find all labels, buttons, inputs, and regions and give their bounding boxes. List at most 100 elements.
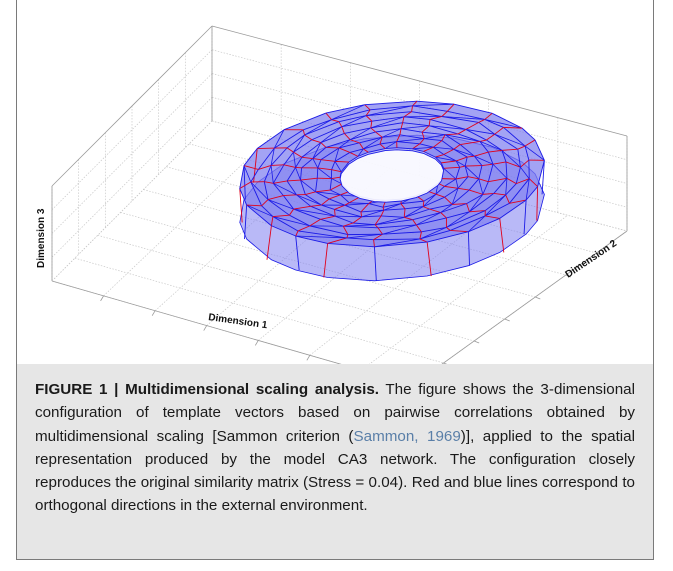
torus-edge-blue xyxy=(270,147,288,166)
floor-gridline xyxy=(74,257,444,364)
torus-edge-red xyxy=(412,219,417,226)
torus-edge-blue xyxy=(310,205,336,217)
left-wall-gridline xyxy=(51,49,213,210)
torus-rim-edge xyxy=(323,243,329,278)
back-wall-gridline xyxy=(211,73,628,184)
torus-edge-red xyxy=(295,230,299,237)
torus-edge-blue xyxy=(416,217,447,226)
torus-edge-red xyxy=(360,211,363,217)
torus-edge-red xyxy=(310,204,322,207)
torus-edge-red xyxy=(474,151,489,157)
torus-edge-red xyxy=(435,193,445,198)
torus-edge-blue xyxy=(334,161,342,172)
caption-text-part-1: The figure shows the 3-dimensional confi… xyxy=(35,381,635,445)
torus-edge-red xyxy=(287,179,301,182)
torus-edge-blue xyxy=(363,143,381,150)
torus-edge-blue xyxy=(537,160,545,187)
torus-edge-red xyxy=(338,147,351,153)
torus-edge-blue xyxy=(411,111,442,117)
citation-link[interactable]: Sammon, 1969 xyxy=(353,427,461,445)
axis-label-dimension-3: Dimension 3 xyxy=(36,208,47,268)
torus-edge-blue xyxy=(509,178,530,204)
torus-edge-red xyxy=(309,218,321,227)
torus-edge-blue xyxy=(328,198,345,206)
torus-edge-blue xyxy=(340,161,350,172)
torus-edge-red xyxy=(447,103,455,112)
torus-edge-blue xyxy=(261,205,274,217)
caption-text-part-2: )], applied to the spatial representatio… xyxy=(35,427,635,515)
torus-edge-blue xyxy=(412,105,448,112)
axis-label-dimension-2: Dimension 2 xyxy=(564,238,620,281)
torus-edge-red xyxy=(273,180,288,184)
torus-edge-red xyxy=(403,208,406,218)
torus-edge-blue xyxy=(312,158,319,169)
torus-edge-red xyxy=(505,161,521,168)
torus-edge-red xyxy=(344,202,350,206)
torus-edge-red xyxy=(317,167,332,171)
torus-edge-blue xyxy=(494,133,526,147)
torus-edge-blue xyxy=(327,243,375,248)
torus-edge-blue xyxy=(374,241,428,248)
torus-edge-blue xyxy=(286,180,297,196)
torus-edge-blue xyxy=(444,187,459,198)
torus-edge-blue xyxy=(404,206,424,210)
torus-edge-blue xyxy=(493,178,508,194)
torus-edge-blue xyxy=(379,141,397,145)
torus-edge-blue xyxy=(429,125,466,130)
torus-edge-red xyxy=(467,155,475,158)
torus-edge-blue xyxy=(273,182,297,196)
torus-edge-blue xyxy=(270,165,274,184)
torus-edge-blue xyxy=(520,166,530,179)
torus-edge-red xyxy=(421,132,425,139)
torus-edge-blue xyxy=(421,226,447,233)
torus-rim-edge xyxy=(499,218,505,253)
torus-edge-blue xyxy=(433,146,454,150)
torus-edge-red xyxy=(488,177,508,183)
caption-label: FIGURE 1 | Multidimensional scaling anal… xyxy=(35,381,379,398)
torus-edge-blue xyxy=(423,150,436,158)
torus-edge-blue xyxy=(373,238,420,241)
x-axis-tick xyxy=(100,295,104,302)
torus-edge-blue xyxy=(455,178,459,189)
torus-edge-red xyxy=(469,189,484,195)
torus-edge-blue xyxy=(311,126,342,141)
torus-edge-blue xyxy=(256,129,285,149)
torus-edge-blue xyxy=(320,133,345,143)
box-edge xyxy=(51,280,342,364)
torus-edge-red xyxy=(297,225,310,232)
torus-edge-blue xyxy=(295,167,301,181)
torus-edge-blue xyxy=(440,162,445,169)
torus-edge-blue xyxy=(444,134,461,145)
torus-edge-blue xyxy=(494,133,519,150)
box-edge xyxy=(51,25,213,187)
torus-edge-red xyxy=(343,222,354,227)
torus-rim-edge xyxy=(467,231,470,266)
torus-edge-red xyxy=(331,119,340,123)
torus-edge-blue xyxy=(271,225,296,237)
torus-surface xyxy=(239,100,545,282)
torus-edge-blue xyxy=(246,204,274,217)
torus-edge-blue xyxy=(320,147,340,161)
torus-edge-blue xyxy=(257,147,275,170)
torus-edge-red xyxy=(261,199,269,207)
torus-edge-red xyxy=(320,159,336,162)
torus-edge-blue xyxy=(457,176,469,189)
torus-edge-red xyxy=(375,131,383,138)
torus-edge-blue xyxy=(419,230,451,240)
torus-edge-red xyxy=(346,234,349,239)
torus-edge-blue xyxy=(435,186,445,195)
torus-edge-blue xyxy=(447,110,485,120)
torus-edge-blue xyxy=(465,129,495,135)
torus-edge-blue xyxy=(466,193,484,205)
torus-edge-red xyxy=(421,125,430,133)
torus-edge-red xyxy=(399,128,402,135)
torus-edge-blue xyxy=(357,148,364,157)
torus-edge-blue xyxy=(459,144,475,157)
torus-edge-blue xyxy=(515,167,521,184)
torus-edge-red xyxy=(364,104,371,111)
torus-edge-blue xyxy=(375,219,413,226)
torus-edge-blue xyxy=(491,112,523,129)
torus-edge-red xyxy=(400,203,406,210)
torus-edge-blue xyxy=(412,212,441,221)
torus-edge-red xyxy=(302,129,305,136)
